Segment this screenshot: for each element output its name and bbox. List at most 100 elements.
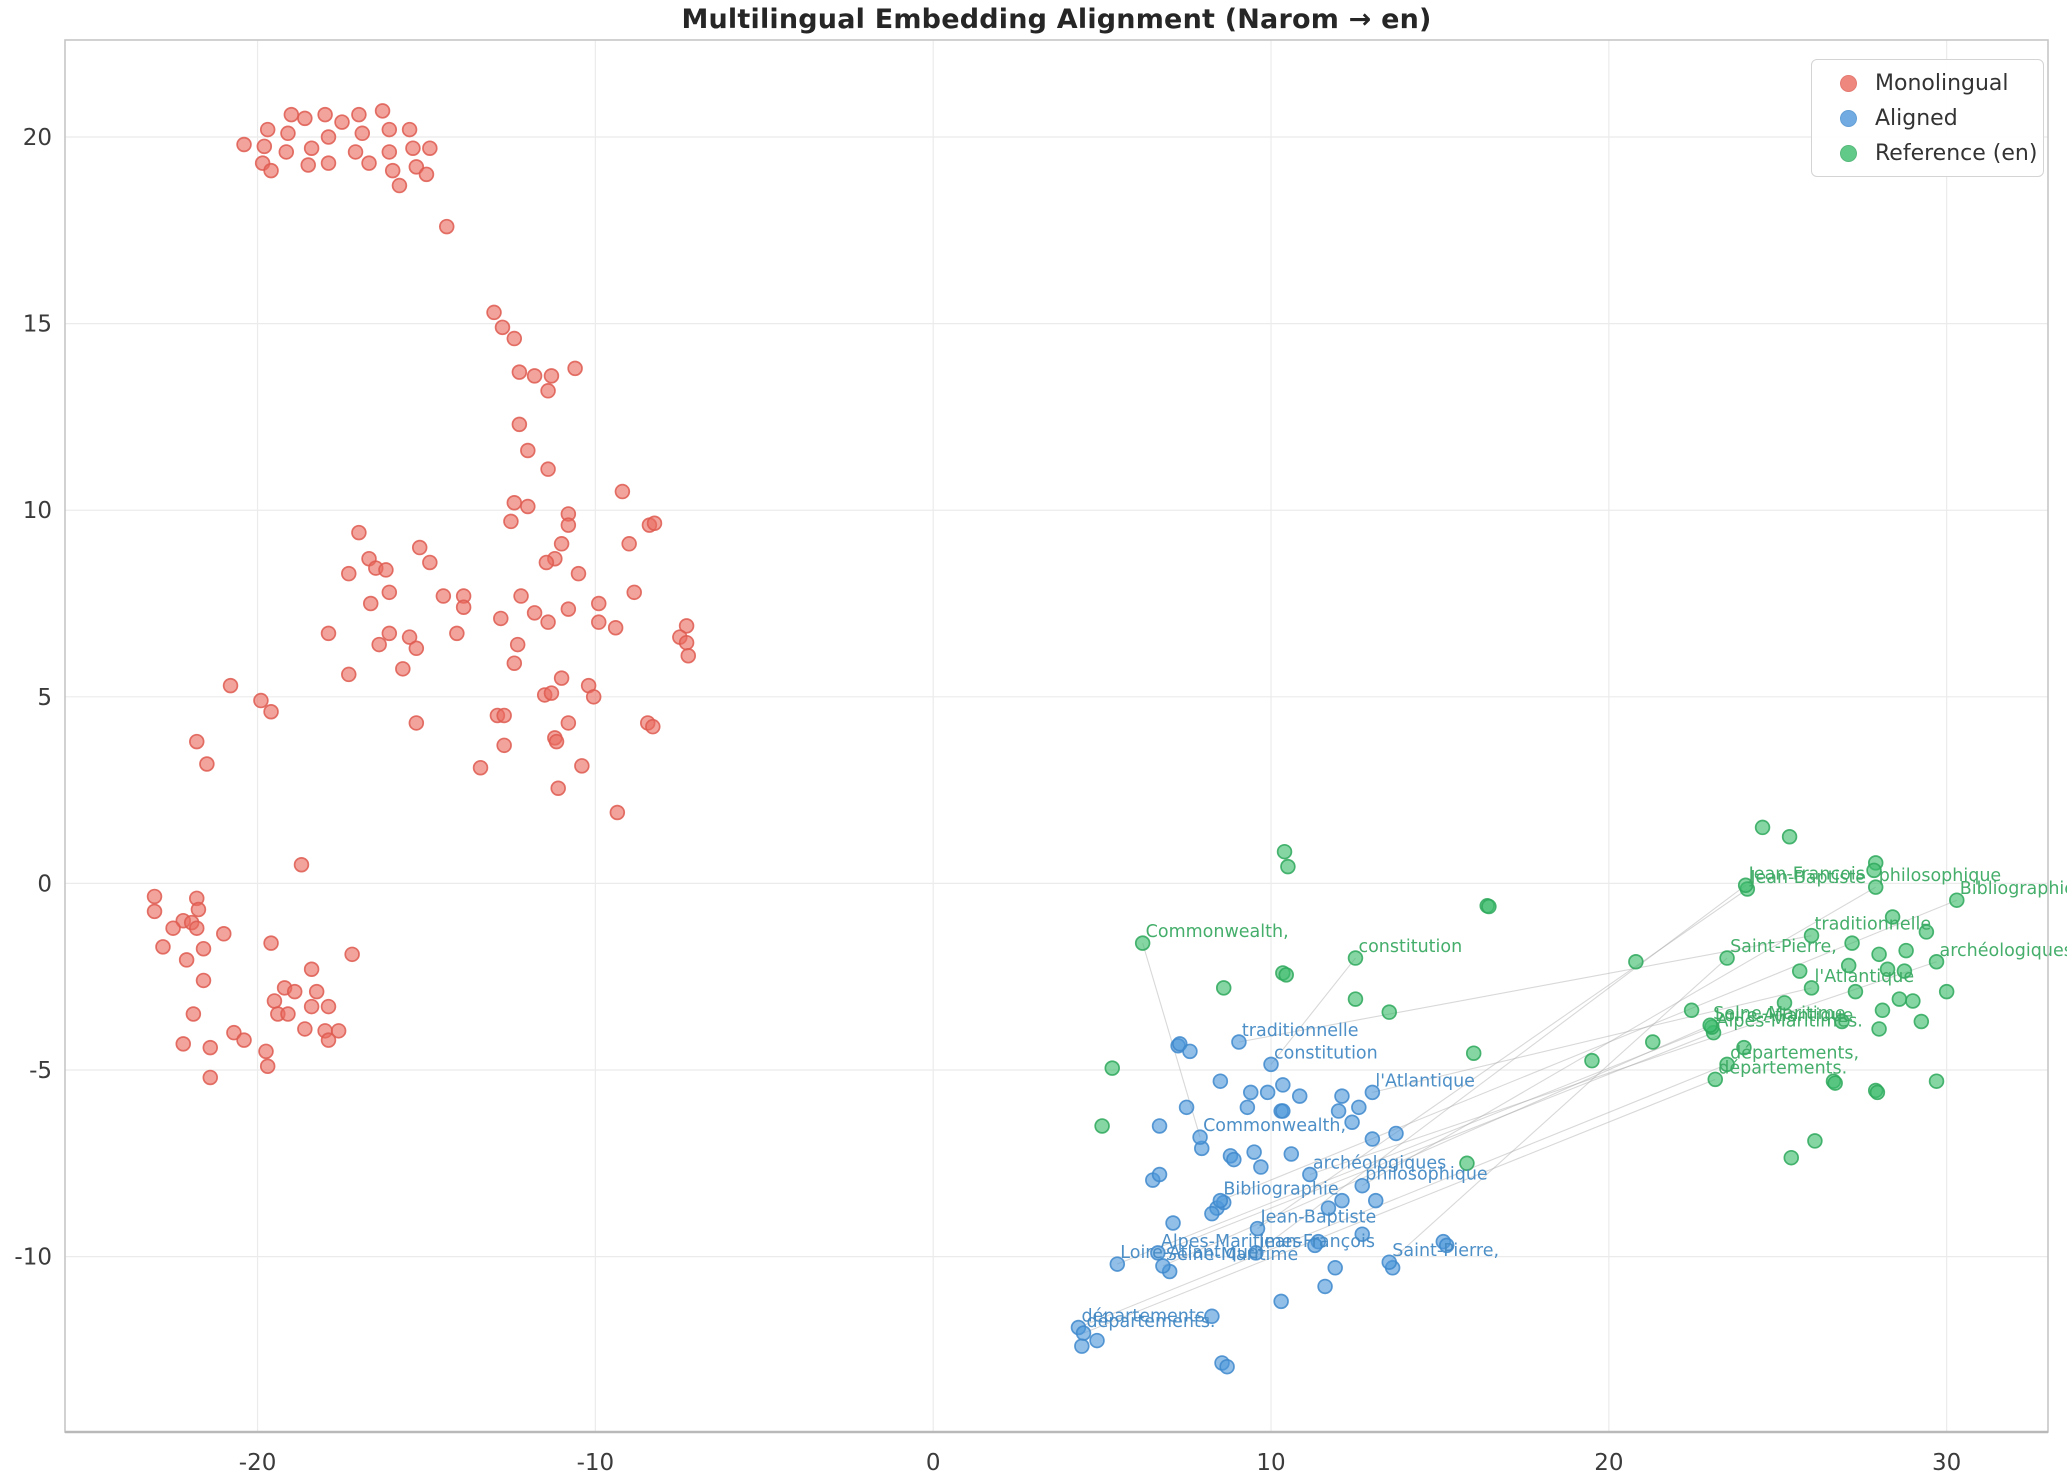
alignment-line bbox=[1078, 1063, 1728, 1329]
data-point-monolingual bbox=[341, 565, 357, 582]
data-point-monolingual bbox=[320, 155, 337, 171]
data-point-monolingual bbox=[493, 610, 509, 627]
data-point-reference-en- bbox=[1702, 1017, 1718, 1033]
data-point-monolingual bbox=[506, 495, 523, 511]
point-label-reference: départements, bbox=[1730, 1043, 1859, 1063]
data-point-monolingual bbox=[263, 935, 279, 951]
data-point-monolingual bbox=[538, 554, 555, 571]
data-point-monolingual bbox=[236, 136, 252, 153]
data-point-monolingual bbox=[256, 138, 273, 155]
data-point-aligned bbox=[1381, 1254, 1398, 1270]
data-point-reference-en- bbox=[1867, 879, 1884, 895]
legend-label: Aligned bbox=[1875, 105, 1958, 131]
data-point-monolingual bbox=[395, 661, 411, 677]
point-label-aligned: l'Atlantique bbox=[1375, 1071, 1475, 1091]
data-point-monolingual bbox=[226, 1024, 242, 1041]
x-tick-label: 20 bbox=[1594, 1450, 1623, 1476]
data-point-monolingual bbox=[351, 524, 367, 541]
data-point-reference-en- bbox=[1707, 1071, 1723, 1088]
data-point-monolingual bbox=[435, 588, 452, 604]
point-label-aligned: Jean-François bbox=[1258, 1232, 1375, 1252]
data-point-monolingual bbox=[280, 1006, 296, 1022]
data-point-monolingual bbox=[259, 121, 276, 138]
data-point-reference-en- bbox=[1827, 1075, 1843, 1091]
data-point-monolingual bbox=[317, 106, 333, 123]
data-point-aligned bbox=[1212, 1192, 1229, 1209]
data-point-reference-en- bbox=[1280, 858, 1296, 875]
data-point-reference-en- bbox=[1884, 909, 1901, 925]
data-point-reference-en- bbox=[1918, 924, 1935, 940]
x-tick-label: 0 bbox=[926, 1450, 941, 1476]
data-point-aligned bbox=[1249, 1220, 1266, 1237]
data-point-monolingual bbox=[378, 562, 394, 578]
data-point-reference-en- bbox=[1807, 1133, 1823, 1149]
data-point-monolingual bbox=[511, 416, 528, 433]
point-label-reference: Seine-Maritime bbox=[1713, 1004, 1845, 1024]
data-point-monolingual bbox=[320, 625, 337, 642]
data-point-monolingual bbox=[280, 125, 296, 142]
point-label-aligned: philosophique bbox=[1365, 1165, 1487, 1185]
data-point-reference-en- bbox=[1847, 983, 1864, 1000]
data-point-aligned bbox=[1388, 1125, 1404, 1142]
data-point-monolingual bbox=[330, 1023, 347, 1039]
point-label-reference: Bibliographie bbox=[1960, 879, 2067, 899]
point-label-reference: départements. bbox=[1718, 1058, 1847, 1078]
legend-item-monolingual[interactable]: Monolingual bbox=[1826, 69, 2031, 97]
legend-item-aligned[interactable]: Aligned bbox=[1826, 104, 2031, 132]
data-point-monolingual bbox=[303, 998, 320, 1015]
point-label-aligned: Seine-Maritime bbox=[1166, 1245, 1298, 1265]
data-point-monolingual bbox=[165, 920, 181, 936]
data-point-monolingual bbox=[506, 330, 523, 347]
alignment-line bbox=[1220, 899, 1957, 1202]
data-point-aligned bbox=[1275, 1103, 1291, 1119]
data-point-aligned bbox=[1364, 1131, 1381, 1147]
data-point-monolingual bbox=[146, 888, 163, 905]
data-point-reference-en- bbox=[1840, 957, 1857, 974]
data-point-monolingual bbox=[540, 383, 556, 399]
data-point-reference-en- bbox=[1459, 1155, 1475, 1172]
data-point-monolingual bbox=[344, 946, 360, 963]
data-point-aligned bbox=[1275, 1077, 1291, 1093]
data-point-aligned bbox=[1204, 1205, 1220, 1222]
data-point-monolingual bbox=[585, 689, 602, 705]
data-point-monolingual bbox=[401, 121, 418, 138]
legend-item-reference-en-[interactable]: Reference (en) bbox=[1826, 139, 2037, 167]
data-point-monolingual bbox=[199, 756, 215, 772]
alignment-line bbox=[1162, 1024, 1711, 1267]
data-point-aligned bbox=[1246, 1144, 1262, 1160]
data-point-aligned bbox=[1172, 1036, 1188, 1052]
data-point-monolingual bbox=[422, 140, 438, 156]
data-point-aligned bbox=[1438, 1237, 1455, 1254]
data-point-monolingual bbox=[560, 517, 577, 533]
data-point-monolingual bbox=[680, 648, 697, 664]
data-point-aligned bbox=[1283, 1146, 1300, 1162]
data-point-aligned bbox=[1259, 1084, 1276, 1101]
data-point-monolingual bbox=[185, 1006, 202, 1022]
data-point-aligned bbox=[1334, 1192, 1350, 1209]
data-point-monolingual bbox=[496, 707, 512, 724]
data-point-aligned bbox=[1273, 1293, 1289, 1310]
data-point-monolingual bbox=[146, 903, 163, 920]
data-point-aligned bbox=[1109, 1256, 1126, 1272]
data-point-reference-en- bbox=[1719, 1056, 1735, 1073]
data-point-monolingual bbox=[303, 140, 320, 156]
data-point-monolingual bbox=[374, 103, 391, 119]
data-point-monolingual bbox=[361, 155, 377, 171]
data-point-aligned bbox=[1074, 1338, 1090, 1354]
data-point-monolingual bbox=[236, 1032, 252, 1048]
data-point-reference-en- bbox=[1134, 935, 1151, 951]
data-point-monolingual bbox=[188, 920, 205, 936]
alignment-line bbox=[1255, 884, 1746, 1254]
data-point-monolingual bbox=[341, 666, 357, 683]
data-point-monolingual bbox=[548, 733, 565, 750]
data-point-monolingual bbox=[308, 983, 325, 1000]
legend-label: Reference (en) bbox=[1875, 140, 2038, 166]
data-point-reference-en- bbox=[1834, 1013, 1850, 1030]
data-point-reference-en- bbox=[1898, 942, 1914, 959]
data-point-monolingual bbox=[347, 144, 364, 160]
data-point-monolingual bbox=[263, 162, 279, 179]
data-point-reference-en- bbox=[1628, 954, 1644, 970]
data-point-monolingual bbox=[621, 536, 637, 552]
data-point-monolingual bbox=[567, 360, 583, 377]
